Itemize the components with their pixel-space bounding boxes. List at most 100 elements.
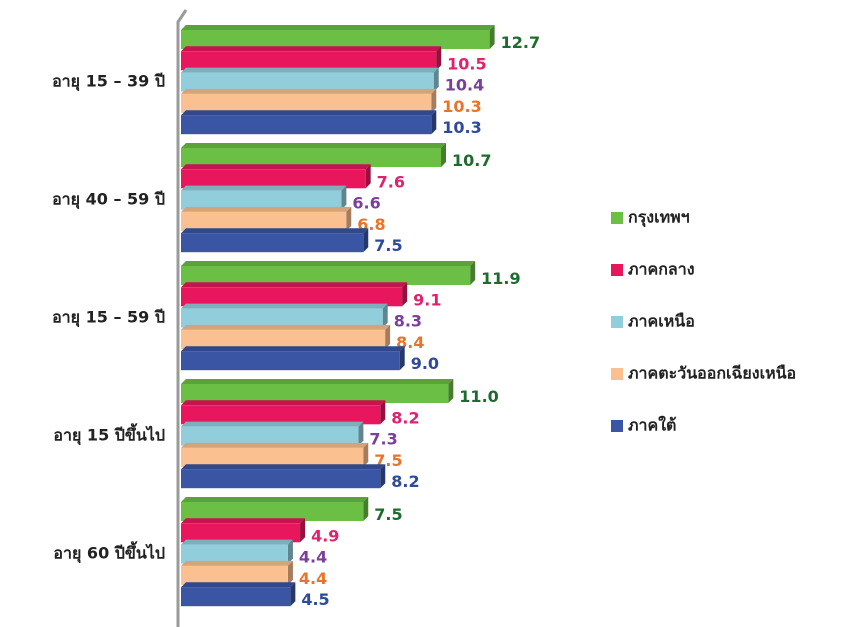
bar-face — [181, 469, 381, 489]
value-label: 8.2 — [391, 472, 419, 491]
bar — [181, 518, 306, 543]
bar-face — [181, 190, 342, 210]
bar — [181, 25, 495, 49]
bar — [181, 400, 386, 425]
bar — [181, 185, 347, 210]
bar-face — [181, 447, 364, 467]
bar-top — [181, 143, 447, 148]
legend-swatch — [611, 420, 623, 432]
value-label: 7.5 — [374, 236, 402, 255]
bar-side — [358, 421, 364, 446]
bar-face — [181, 587, 291, 607]
bar — [181, 67, 439, 92]
legend-label: กรุงเทพฯ — [628, 208, 690, 228]
bar-top — [181, 261, 476, 266]
value-label: 4.4 — [299, 548, 327, 567]
bar-side — [382, 303, 388, 328]
bar-top — [181, 379, 454, 384]
bar-top — [181, 400, 386, 406]
value-label: 4.5 — [301, 590, 329, 609]
value-label: 9.1 — [413, 290, 441, 309]
bar-top — [181, 497, 369, 502]
bar-side — [290, 582, 296, 607]
bar-face — [181, 384, 449, 403]
bar-side — [341, 185, 347, 210]
bar — [181, 261, 476, 285]
bar-side — [287, 560, 293, 585]
bar-face — [181, 351, 400, 371]
bar — [181, 206, 352, 231]
bar — [181, 88, 437, 113]
value-label: 8.3 — [394, 312, 422, 331]
bar — [181, 379, 454, 403]
bar — [181, 560, 293, 585]
value-label: 10.3 — [442, 118, 481, 137]
value-label: 8.2 — [391, 408, 419, 427]
bar-face — [181, 523, 301, 543]
bar-top — [181, 539, 293, 545]
value-label: 10.4 — [445, 76, 484, 95]
bar-side — [489, 25, 495, 49]
category-label: อายุ 15 – 59 ปี — [52, 308, 165, 328]
bar-top — [181, 560, 293, 566]
bar-top — [181, 442, 369, 448]
value-label: 9.0 — [411, 354, 439, 373]
category-label: อายุ 15 ปีขึ้นไป — [53, 423, 165, 446]
bar-face — [181, 51, 437, 71]
value-label: 11.0 — [459, 387, 498, 406]
bar-side — [470, 261, 476, 285]
value-label: 7.5 — [374, 505, 402, 524]
bar-face — [181, 72, 434, 92]
bar-top — [181, 282, 408, 288]
bar-side — [431, 110, 437, 135]
value-label: 11.9 — [481, 269, 520, 288]
bar-top — [181, 518, 306, 524]
category-label: อายุ 15 – 39 ปี — [52, 72, 165, 92]
bar-top — [181, 324, 391, 330]
bar-side — [399, 346, 405, 371]
value-label: 4.9 — [311, 526, 339, 545]
value-label: 6.6 — [352, 194, 380, 213]
bar-top — [181, 303, 388, 309]
bar-face — [181, 266, 471, 285]
bar-face — [181, 565, 288, 585]
bar — [181, 46, 442, 71]
bar — [181, 346, 405, 371]
bar-side — [433, 67, 439, 92]
category-label: อายุ 60 ปีขึ้นไป — [53, 541, 165, 564]
legend-label: ภาคตะวันออกเฉียงเหนือ — [628, 364, 796, 383]
bar-side — [363, 442, 369, 467]
bar — [181, 164, 371, 189]
bar — [181, 582, 296, 607]
bar-top — [181, 46, 442, 52]
bar-side — [402, 282, 408, 307]
bar-side — [431, 88, 437, 113]
bar-side — [287, 539, 293, 564]
bar — [181, 143, 447, 167]
bar-top — [181, 88, 437, 94]
bar — [181, 324, 391, 349]
bar-top — [181, 164, 371, 170]
bar-top — [181, 346, 405, 352]
bar-top — [181, 206, 352, 212]
bar-side — [380, 400, 386, 425]
legend-label: ภาคใต้ — [628, 416, 676, 435]
bar-top — [181, 25, 495, 30]
bar-top — [181, 185, 347, 191]
bar-face — [181, 30, 490, 49]
bar-top — [181, 110, 437, 116]
bar — [181, 442, 369, 467]
bar — [181, 110, 437, 135]
bar-face — [181, 426, 359, 446]
value-label: 12.7 — [501, 33, 540, 52]
legend-label: ภาคเหนือ — [628, 312, 695, 331]
legend-swatch — [611, 316, 623, 328]
value-label: 7.6 — [377, 172, 405, 191]
bar-side — [380, 464, 386, 489]
axis-wall — [176, 9, 188, 627]
bar-face — [181, 544, 288, 564]
bar-face — [181, 233, 364, 253]
bar-top — [181, 228, 369, 234]
bar-face — [181, 308, 383, 328]
